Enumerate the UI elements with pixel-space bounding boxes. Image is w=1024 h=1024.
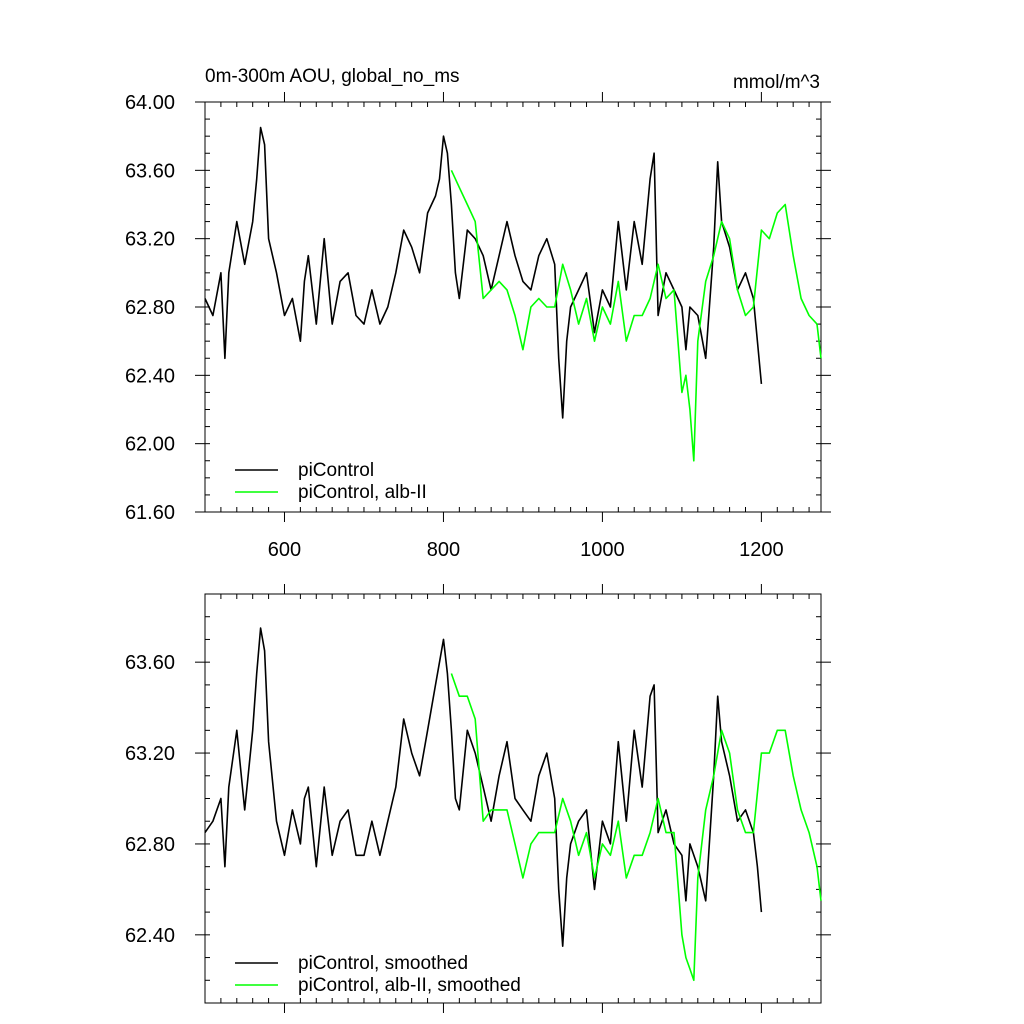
series-line-2 (450, 673, 822, 982)
y-tick-label: 62.00 (125, 434, 175, 456)
y-tick-label: 63.20 (125, 743, 175, 765)
series-line-1 (204, 627, 763, 948)
series-line-1 (204, 126, 763, 419)
y-tick-label: 63.20 (125, 229, 175, 251)
y-tick-label: 62.40 (125, 925, 175, 947)
chart-title: 0m-300m AOU, global_no_ms (205, 66, 460, 87)
x-tick-label: 800 (427, 539, 460, 561)
y-tick-label: 62.80 (125, 297, 175, 319)
top-panel: 0m-300m AOU, global_no_ms mmol/m^3 600 80… (125, 66, 831, 561)
x-tick-label: 1000 (580, 539, 625, 561)
y-tick-label: 63.60 (125, 160, 175, 182)
y-tick-label: 64.00 (125, 92, 175, 114)
x-tick-label: 600 (268, 539, 301, 561)
y-tick-label: 62.80 (125, 834, 175, 856)
units-label: mmol/m^3 (733, 72, 820, 93)
y-tick-label: 63.60 (125, 652, 175, 674)
legend-label: piControl (298, 460, 374, 481)
legend-label: piControl, alb-II, smoothed (298, 975, 521, 996)
y-tick-label: 61.60 (125, 502, 175, 524)
y-tick-label: 62.40 (125, 365, 175, 387)
plot-frame (204, 593, 822, 1004)
legend-label: piControl, alb-II (298, 482, 427, 503)
bottom-panel: 62.40 62.80 63.20 63.60 piControl, smoothed… (125, 584, 831, 1013)
x-tick-label: 1200 (739, 539, 784, 561)
legend-label: piControl, smoothed (298, 953, 468, 974)
series-line-2 (450, 169, 822, 462)
